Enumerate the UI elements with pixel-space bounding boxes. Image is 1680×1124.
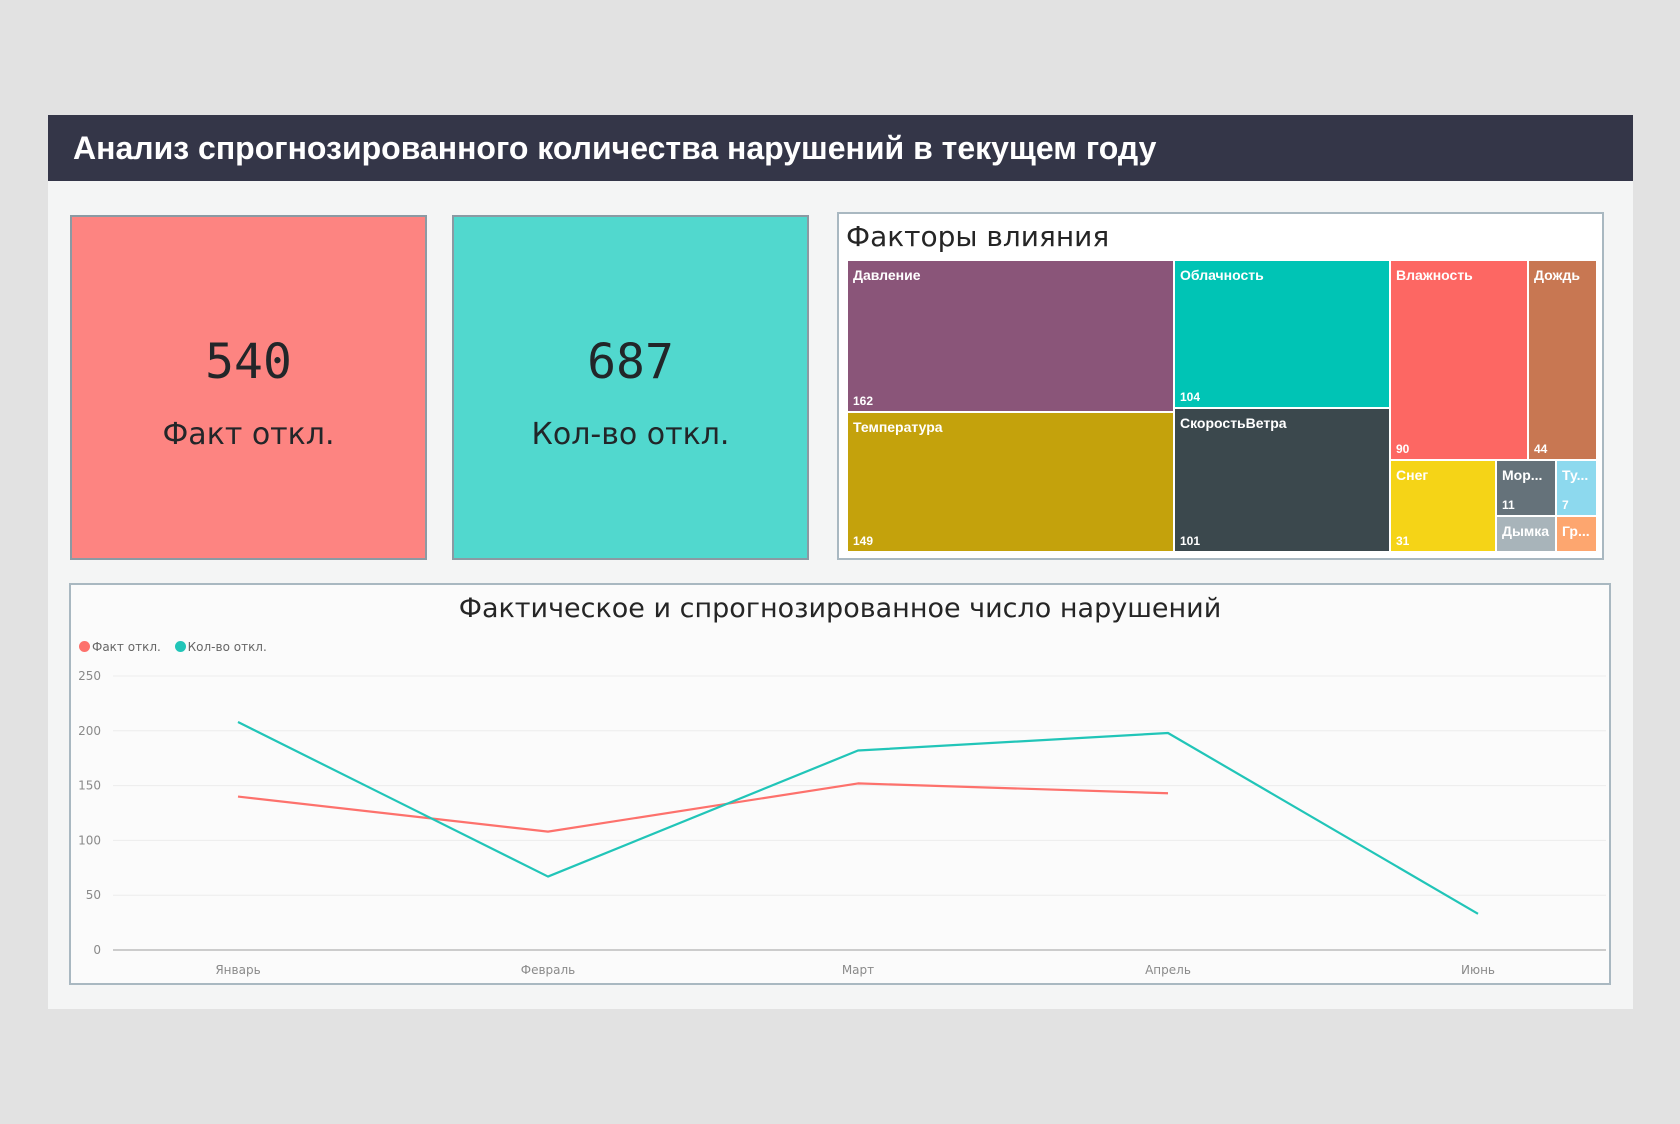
- treemap-cell-label: Дождь: [1534, 267, 1580, 283]
- treemap-cell[interactable]: Ту... 7: [1556, 460, 1597, 516]
- treemap-cell[interactable]: Мор... 11: [1496, 460, 1556, 516]
- treemap-cell[interactable]: Снег 31: [1390, 460, 1496, 552]
- y-tick-label: 200: [78, 724, 101, 738]
- treemap-cell-value: 7: [1562, 498, 1569, 512]
- treemap-cell-value: 104: [1180, 390, 1201, 404]
- treemap-cell[interactable]: СкоростьВетра 101: [1174, 408, 1390, 552]
- treemap-cell[interactable]: Температура 149: [847, 412, 1174, 552]
- treemap-cell[interactable]: Дождь 44: [1528, 260, 1597, 460]
- treemap-cell[interactable]: Влажность 90: [1390, 260, 1528, 460]
- treemap-title: Факторы влияния: [846, 220, 1110, 253]
- kpi-card-count[interactable]: 687 Кол-во откл.: [452, 215, 809, 560]
- treemap-cell-value: 162: [853, 394, 874, 408]
- kpi-count-value: 687: [587, 334, 674, 390]
- treemap-cell[interactable]: Гр...: [1556, 516, 1597, 552]
- legend-item-fact[interactable]: Факт откл.: [79, 640, 161, 654]
- legend-label-count: Кол-во откл.: [187, 640, 267, 654]
- treemap-cell-label: СкоростьВетра: [1180, 415, 1287, 431]
- line-chart-svg: 250 200 150 100 50 0 Январь Февраль Март Апрель Ию…: [78, 669, 1606, 977]
- line-chart-title: Фактическое и спрогнозированное число на…: [458, 593, 1222, 624]
- treemap-panel: Факторы влияния Давление 162 Температура 14…: [837, 212, 1604, 560]
- series-line-fact: [237, 782, 1169, 833]
- treemap-cell[interactable]: Дымка: [1496, 516, 1556, 552]
- treemap-cell-value: 101: [1180, 534, 1201, 548]
- x-tick-label: Январь: [215, 963, 260, 977]
- x-tick-label: Июнь: [1461, 963, 1495, 977]
- treemap-cell-label: Мор...: [1502, 467, 1543, 483]
- treemap-cell-label: Облачность: [1180, 267, 1264, 283]
- x-tick-label: Март: [842, 963, 874, 977]
- legend-dot-fact: [79, 641, 90, 652]
- kpi-count-label: Кол-во откл.: [531, 417, 730, 452]
- treemap-cell-label: Ту...: [1562, 467, 1589, 483]
- treemap-cell-label: Влажность: [1396, 267, 1473, 283]
- kpi-fact-value: 540: [205, 334, 292, 390]
- x-tick-label: Февраль: [521, 963, 576, 977]
- x-tick-label: Апрель: [1145, 963, 1191, 977]
- legend-label-fact: Факт откл.: [92, 640, 161, 654]
- line-chart-legend: Факт откл. Кол-во откл.: [79, 640, 277, 654]
- page-title: Анализ спрогнозированного количества нар…: [48, 115, 1633, 181]
- line-chart-panel: Фактическое и спрогнозированное число на…: [69, 583, 1611, 985]
- kpi-fact-label: Факт откл.: [162, 417, 335, 452]
- treemap-cell-label: Гр...: [1562, 523, 1590, 539]
- y-tick-label: 100: [78, 833, 101, 847]
- treemap-cell-value: 149: [853, 534, 874, 548]
- treemap-cell-value: 90: [1396, 442, 1410, 456]
- y-tick-label: 0: [93, 943, 101, 957]
- y-tick-label: 250: [78, 669, 101, 683]
- treemap-cell-label: Давление: [853, 267, 921, 283]
- treemap-cell[interactable]: Давление 162: [847, 260, 1174, 412]
- treemap-cell-value: 44: [1534, 442, 1548, 456]
- treemap-cell-label: Снег: [1396, 467, 1429, 483]
- legend-item-count[interactable]: Кол-во откл.: [174, 640, 267, 654]
- treemap-cell-label: Дымка: [1502, 523, 1550, 539]
- y-tick-label: 150: [78, 779, 101, 793]
- kpi-card-fact[interactable]: 540 Факт откл.: [70, 215, 427, 560]
- treemap-chart: Давление 162 Температура 149 Облачность 104 Ск…: [839, 214, 1602, 558]
- legend-dot-count: [174, 641, 186, 652]
- treemap-cell-value: 31: [1396, 534, 1410, 548]
- treemap-cell-value: 11: [1502, 498, 1515, 512]
- treemap-cell-label: Температура: [853, 419, 943, 435]
- y-tick-label: 50: [86, 888, 101, 902]
- treemap-cell[interactable]: Облачность 104: [1174, 260, 1390, 408]
